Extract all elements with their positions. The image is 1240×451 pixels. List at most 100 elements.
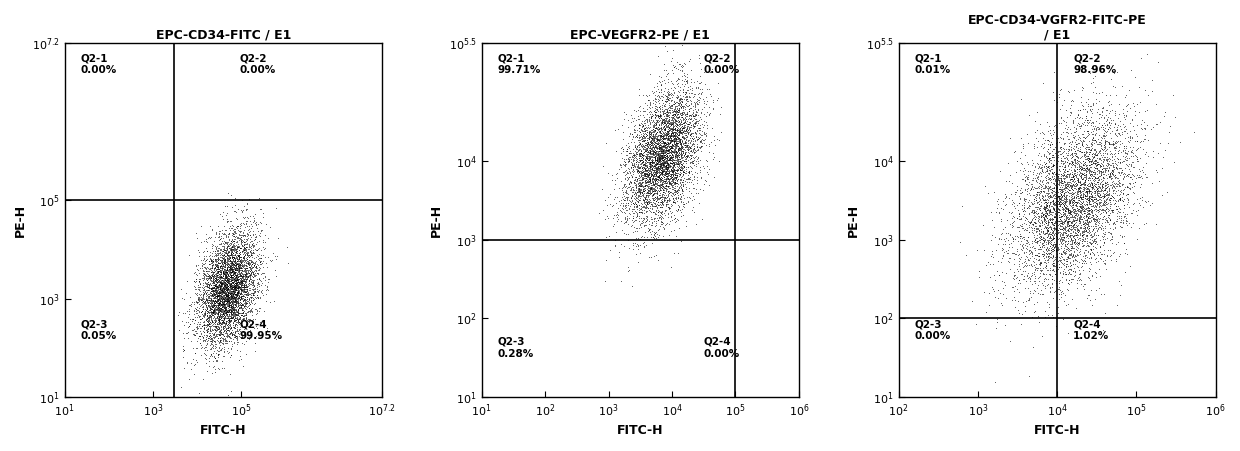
Point [238,261,258,268]
Point [1011,187,1030,194]
Point [1081,128,1101,135]
Point [1078,222,1097,229]
Point [1075,257,1095,264]
Point [215,296,234,304]
Point [1024,140,1044,147]
Point [1092,111,1112,119]
Point [224,238,244,245]
Point [650,133,670,141]
Point [641,127,661,134]
Point [1079,144,1099,151]
Point [233,220,253,227]
Point [248,295,268,302]
Point [670,66,689,74]
Point [670,130,689,138]
Point [1087,191,1107,198]
Point [1034,131,1054,138]
Point [231,301,250,308]
Point [236,300,255,308]
Point [675,88,694,95]
Point [196,244,216,252]
Point [1064,173,1084,180]
Point [265,267,285,274]
Point [216,314,236,322]
Point [1049,193,1069,200]
Point [237,298,257,305]
Point [671,100,691,107]
Point [215,319,234,327]
Point [672,161,692,168]
Point [1109,178,1128,185]
Point [658,174,678,181]
Point [632,196,652,203]
Point [208,295,228,302]
Point [1064,223,1084,230]
Point [1023,176,1043,184]
Point [627,151,647,158]
Point [613,202,632,209]
Point [635,194,655,201]
Point [1104,219,1123,226]
Point [213,283,233,290]
Point [615,161,635,168]
Point [1083,202,1102,209]
Point [188,283,208,290]
Point [1017,175,1037,182]
Point [1066,209,1086,216]
Point [644,167,663,174]
Point [206,287,226,294]
Point [237,235,257,243]
Point [1069,270,1089,277]
Point [217,287,237,295]
Point [211,301,231,308]
Point [208,293,228,300]
Point [1069,217,1089,224]
Point [671,129,691,136]
Point [661,166,681,173]
Point [217,298,237,305]
Point [668,146,688,153]
Point [689,137,709,144]
Point [635,176,655,184]
Point [658,156,678,164]
Point [657,130,677,138]
Point [226,314,246,321]
Point [223,318,243,325]
Point [221,257,241,264]
Point [208,325,228,332]
Point [1033,177,1053,184]
Point [658,139,678,146]
Point [1053,259,1073,267]
Point [226,300,246,308]
Point [206,322,226,330]
Point [1017,215,1037,222]
Point [1017,259,1037,267]
Point [1042,218,1061,225]
Point [637,170,657,177]
Point [653,110,673,117]
Point [1131,180,1151,188]
Point [662,119,682,126]
Point [686,84,706,92]
Point [1056,181,1076,188]
Point [195,321,215,328]
Point [635,124,655,132]
Point [1086,259,1106,266]
Point [666,168,686,175]
Point [1043,204,1063,211]
Point [218,292,238,299]
Point [689,124,709,132]
Point [1061,246,1081,253]
Point [187,322,207,330]
Point [203,269,223,276]
Point [1086,161,1106,168]
Point [249,308,269,315]
Point [680,188,699,195]
Point [660,207,680,215]
Point [699,148,719,156]
Point [642,159,662,166]
Point [1071,240,1091,247]
Point [689,98,709,106]
Point [197,248,217,255]
Point [1084,179,1104,187]
